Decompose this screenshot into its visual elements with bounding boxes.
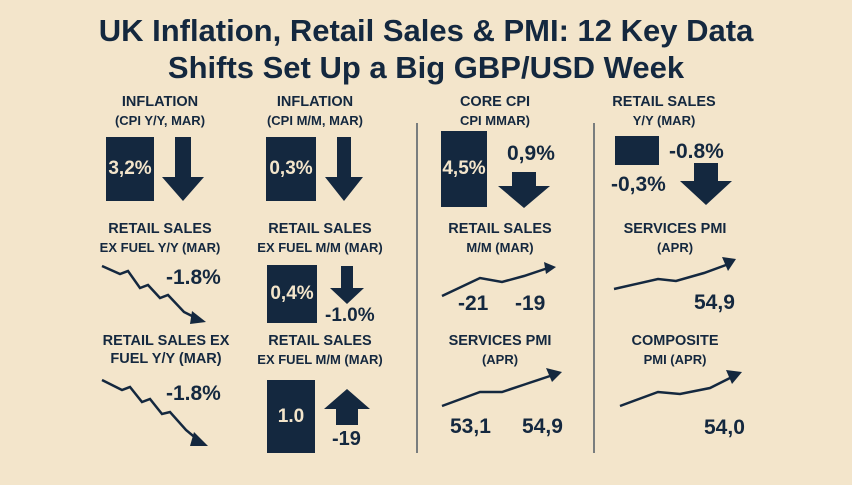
card-heading: INFLATION <box>276 94 354 110</box>
down-arrow-icon <box>330 266 364 304</box>
value-primary: -1.8% <box>166 266 221 289</box>
value-secondary: 54,9 <box>522 415 563 438</box>
card-heading: COMPOSITE <box>631 333 719 349</box>
down-arrow-icon <box>680 163 732 205</box>
card-subheading: CPI MMAR) <box>459 113 531 128</box>
card-heading: RETAIL SALES EX <box>102 333 230 349</box>
value-primary: 54,0 <box>704 416 745 439</box>
value-box: 0,4% <box>267 265 317 323</box>
card-subheading: (CPI Y/Y, MAR) <box>114 113 206 128</box>
value-box: 0,3% <box>266 137 316 201</box>
value-primary: -0.8% <box>669 140 724 163</box>
card-heading: RETAIL SALES <box>268 221 372 237</box>
value-primary: -1.8% <box>166 382 221 405</box>
value-primary: -21 <box>458 292 489 315</box>
card-heading: SERVICES PMI <box>623 221 727 237</box>
card-subheading: (APR) <box>656 240 694 255</box>
column-divider-right <box>593 123 595 453</box>
down-arrow-icon <box>498 172 550 208</box>
card-subheading: (CPI M/M, MAR) <box>266 113 364 128</box>
card-subheading: Y/Y (MAR) <box>632 113 696 128</box>
rising-trend-line-icon <box>441 368 562 408</box>
value-box: 3,2% <box>106 137 154 201</box>
down-arrow-icon <box>325 137 363 201</box>
card-subheading: PMI (APR) <box>643 352 707 367</box>
card-subheading: EX FUEL Y/Y (MAR) <box>99 240 221 255</box>
down-arrow-icon <box>162 137 204 201</box>
value-secondary: -1.0% <box>325 305 375 326</box>
card-subheading: EX FUEL M/M (MAR) <box>257 240 383 255</box>
card-heading: RETAIL SALES <box>268 333 372 349</box>
up-arrow-icon <box>324 389 370 425</box>
card-heading: RETAIL SALES <box>108 221 212 237</box>
value-primary: 53,1 <box>450 415 491 438</box>
title-line-2: Shifts Set Up a Big GBP/USD Week <box>167 50 685 85</box>
falling-trend-line-icon <box>101 378 208 446</box>
rising-trend-line-icon <box>441 262 556 298</box>
card-heading: SERVICES PMI <box>448 333 552 349</box>
page-title: UK Inflation, Retail Sales & PMI: 12 Key… <box>0 12 852 86</box>
value-box: 4,5% <box>441 131 487 207</box>
rising-trend-line-icon <box>619 370 742 408</box>
falling-trend-line-icon <box>101 264 206 324</box>
card-subheading: M/M (MAR) <box>466 240 534 255</box>
value-secondary: -19 <box>515 292 546 315</box>
title-line-1: UK Inflation, Retail Sales & PMI: 12 Key… <box>98 13 754 48</box>
card-subheading: (APR) <box>481 352 519 367</box>
rising-trend-line-icon <box>613 257 736 291</box>
value-secondary: -0,3% <box>611 173 666 196</box>
card-heading: RETAIL SALES <box>612 94 716 110</box>
value-secondary: 0,9% <box>507 142 555 165</box>
value-box: 1.0 <box>267 380 315 453</box>
value-secondary: -19 <box>332 428 361 450</box>
card-subheading: EX FUEL M/M (MAR) <box>257 352 383 367</box>
column-divider-left <box>416 123 418 453</box>
value-primary: 54,9 <box>694 291 735 314</box>
card-heading: CORE CPI <box>459 94 531 110</box>
value-box <box>615 136 659 165</box>
card-heading: RETAIL SALES <box>448 221 552 237</box>
card-subheading: FUEL Y/Y (MAR) <box>110 351 222 367</box>
card-heading: INFLATION <box>121 94 199 110</box>
